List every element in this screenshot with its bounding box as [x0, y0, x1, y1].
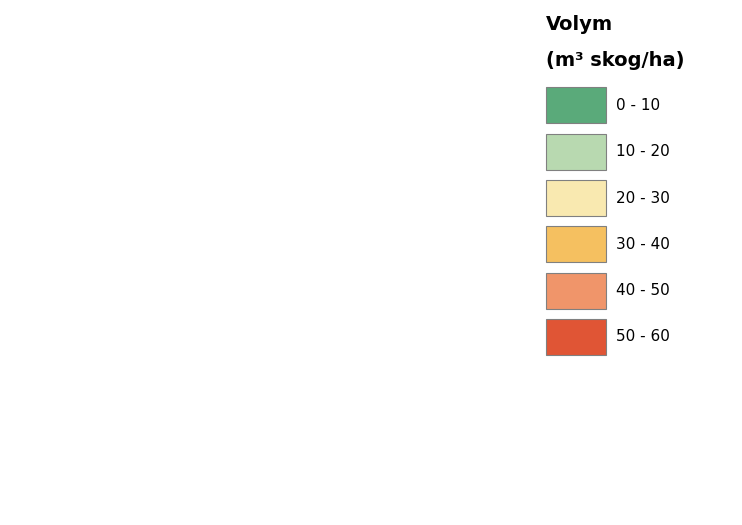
Text: 40 - 50: 40 - 50 — [616, 283, 669, 298]
Text: 0 - 10: 0 - 10 — [616, 98, 660, 113]
Bar — [545, 180, 605, 216]
Text: 20 - 30: 20 - 30 — [616, 191, 670, 206]
Bar — [545, 272, 605, 309]
Bar — [545, 88, 605, 123]
Bar — [545, 319, 605, 355]
Text: (m³ skog/ha): (m³ skog/ha) — [545, 51, 684, 70]
Text: 10 - 20: 10 - 20 — [616, 144, 669, 159]
Bar — [545, 226, 605, 262]
Bar — [545, 134, 605, 170]
Text: Volym: Volym — [545, 15, 613, 35]
Text: 50 - 60: 50 - 60 — [616, 330, 670, 344]
Text: 30 - 40: 30 - 40 — [616, 237, 670, 252]
